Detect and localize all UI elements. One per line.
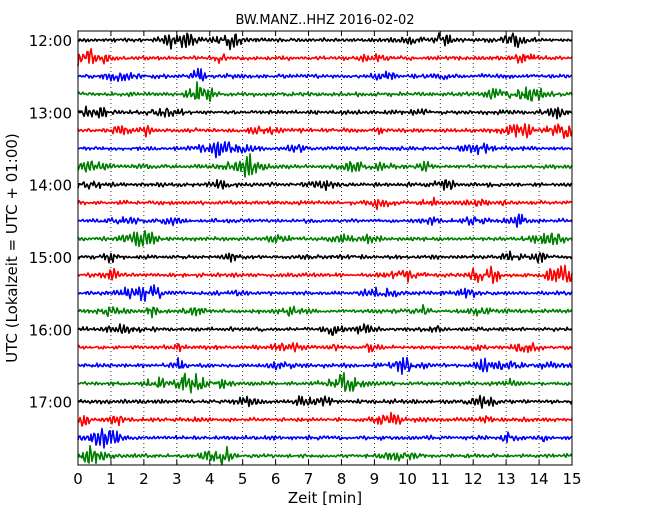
seismic-trace-row [77, 213, 573, 228]
x-tick-label: 2 [139, 470, 149, 488]
x-tick-label: 7 [304, 470, 314, 488]
seismic-trace-row [77, 323, 573, 336]
seismic-trace-row [77, 178, 573, 192]
x-tick-label: 4 [205, 470, 215, 488]
seismic-trace-row [77, 81, 573, 103]
x-tick-label: 10 [398, 470, 417, 488]
seismic-trace-row [77, 264, 573, 285]
seismic-trace-row [77, 372, 573, 394]
seismic-trace-row [77, 196, 573, 211]
seismic-trace-row [77, 67, 573, 83]
y-tick-label: 13:00 [29, 104, 72, 122]
seismic-trace-row [77, 105, 573, 120]
x-tick-label: 3 [172, 470, 182, 488]
chart-title: BW.MANZ..HHZ 2016-02-02 [235, 13, 414, 28]
x-tick-label: 9 [370, 470, 380, 488]
x-tick-label: 8 [337, 470, 347, 488]
seismic-traces [77, 32, 573, 466]
seismic-trace-row [77, 411, 573, 427]
y-axis-ticks: 12:00 13:00 14:00 15:00 16:00 17:00 [29, 32, 572, 412]
x-axis-label: Zeit [min] [288, 489, 362, 507]
x-tick-label: 12 [464, 470, 483, 488]
seismic-trace-row [77, 153, 573, 178]
seismic-trace-row [77, 48, 573, 67]
seismic-trace-row [77, 284, 573, 303]
y-tick-label: 15:00 [29, 249, 72, 267]
seismic-trace-row [77, 444, 573, 466]
seismic-trace-row [77, 250, 573, 264]
grid-lines [110, 31, 540, 465]
seismic-trace-row [77, 394, 573, 409]
x-tick-label: 5 [238, 470, 248, 488]
y-axis-label: UTC (Lokalzeit = UTC + 01:00) [3, 133, 21, 363]
seismic-trace-row [77, 32, 573, 51]
seismic-trace-row [77, 304, 573, 319]
plot-frame [77, 30, 573, 466]
x-tick-label: 13 [497, 470, 516, 488]
y-tick-label: 17:00 [29, 394, 72, 412]
x-tick-label: 1 [106, 470, 116, 488]
x-tick-label: 14 [530, 470, 549, 488]
seismic-trace-row [77, 123, 573, 139]
y-tick-label: 12:00 [29, 32, 72, 50]
seismic-trace-row [77, 427, 573, 449]
seismic-trace-row [77, 140, 573, 159]
x-tick-label: 15 [562, 470, 581, 488]
y-tick-label: 14:00 [29, 177, 72, 195]
seismic-trace-row [77, 341, 573, 354]
x-axis-ticks: 0 1 2 3 4 5 6 7 8 9 10 11 12 13 14 15 [73, 31, 582, 488]
x-tick-label: 11 [431, 470, 450, 488]
y-tick-label: 16:00 [29, 321, 72, 339]
seismic-trace-row [77, 356, 573, 375]
x-tick-label: 0 [73, 470, 83, 488]
seismic-trace-row [77, 229, 573, 248]
x-tick-label: 6 [271, 470, 281, 488]
